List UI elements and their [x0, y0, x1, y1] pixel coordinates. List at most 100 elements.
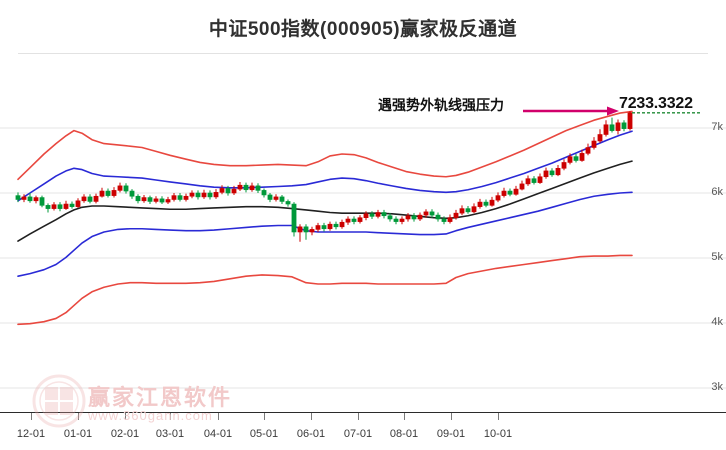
candle-body	[21, 196, 27, 200]
candle-body	[327, 223, 333, 230]
candle-body	[99, 190, 105, 197]
x-axis-tick	[451, 413, 452, 420]
candle-body	[213, 192, 219, 198]
x-axis-tick-label: 03-01	[155, 428, 185, 440]
x-axis-tick	[218, 413, 219, 420]
x-axis-tick	[264, 413, 265, 420]
candle-body	[51, 204, 57, 209]
y-axis-tick-label: 5k	[711, 251, 723, 263]
candle-body	[291, 203, 297, 233]
candle-body	[555, 168, 561, 176]
candle-body	[333, 223, 339, 228]
candle-body	[321, 225, 327, 230]
candle-body	[489, 199, 495, 206]
candle-body	[603, 124, 609, 135]
candle-body	[501, 190, 507, 196]
candle-body	[351, 218, 357, 222]
candle-body	[303, 226, 309, 233]
candle-body	[345, 218, 351, 223]
x-axis-tick	[125, 413, 126, 420]
x-axis-tick-label: 05-01	[249, 428, 279, 440]
y-axis-tick-label: 4k	[711, 316, 723, 328]
x-axis-line	[0, 412, 726, 413]
candle-body	[591, 140, 597, 148]
channel-line	[17, 110, 633, 181]
candle-body	[141, 197, 147, 202]
price-callout-label: 7233.3322	[619, 95, 693, 112]
candle-body	[165, 199, 171, 203]
candle-body	[27, 196, 33, 202]
title-divider	[18, 53, 708, 54]
candle-body	[225, 188, 231, 194]
candle-body	[123, 185, 129, 192]
candle-body	[309, 229, 315, 233]
candle-body	[357, 217, 363, 222]
candle-body	[273, 196, 279, 200]
candle-body	[477, 201, 483, 207]
candle-body	[15, 195, 21, 200]
channel-line	[17, 191, 633, 277]
candle-body	[45, 205, 51, 209]
candle-body	[483, 201, 489, 206]
candle-body	[81, 196, 87, 202]
candle-body	[609, 124, 615, 131]
candle-body	[255, 185, 261, 191]
x-axis-tick-label: 01-01	[63, 428, 93, 440]
x-axis-tick-label: 12-01	[16, 428, 46, 440]
candle-body	[243, 184, 249, 191]
candle-body	[405, 215, 411, 220]
candle-body	[183, 195, 189, 200]
channel-line	[17, 130, 633, 202]
candle-body	[435, 214, 441, 220]
candle-body	[507, 190, 513, 195]
x-axis-tick-label: 02-01	[110, 428, 140, 440]
watermark-seal-icon	[32, 374, 86, 428]
x-axis-tick-label: 08-01	[389, 428, 419, 440]
candle-body	[525, 178, 531, 185]
candle-body	[105, 190, 111, 196]
chart-plot-area	[0, 60, 726, 413]
candle-body	[297, 226, 303, 233]
candle-body	[111, 190, 117, 196]
x-axis-tick	[404, 413, 405, 420]
candle-body	[417, 214, 423, 220]
page-title: 中证500指数(000905)赢家极反通道	[208, 19, 518, 40]
x-axis-tick	[78, 413, 79, 420]
candle-body	[267, 194, 273, 200]
annotation-text: 遇强势外轨线强压力	[378, 97, 504, 113]
candle-body	[117, 185, 123, 191]
candle-body	[627, 112, 633, 129]
x-axis-tick-label: 10-01	[483, 428, 513, 440]
watermark-brand: 赢家江恩软件	[88, 385, 233, 410]
candle-body	[249, 185, 255, 191]
candle-body	[171, 195, 177, 200]
candle-body	[519, 183, 525, 190]
right-arrow-icon	[523, 103, 619, 116]
candle-body	[189, 192, 195, 197]
y-axis-tick-label: 3k	[711, 381, 723, 393]
x-axis-tick	[498, 413, 499, 420]
candle-body	[231, 188, 237, 194]
candle-body	[57, 204, 63, 209]
candle-body	[447, 217, 453, 222]
x-axis-tick-label: 09-01	[436, 428, 466, 440]
candle-body	[237, 184, 243, 190]
candle-body	[69, 203, 75, 207]
channel-line	[17, 160, 633, 242]
candle-body	[531, 178, 537, 183]
candle-body	[177, 195, 183, 200]
y-axis-tick-label: 6k	[711, 186, 723, 198]
channel-line	[17, 254, 633, 326]
candle-body	[135, 195, 141, 202]
candle-body	[465, 208, 471, 213]
candle-body	[261, 190, 267, 196]
watermark-url: www.360gann.com	[88, 408, 213, 423]
candlestick-chart-svg	[0, 110, 726, 389]
candle-body	[93, 195, 99, 202]
candle-body	[513, 188, 519, 195]
candle-body	[549, 170, 555, 176]
x-axis-tick	[170, 413, 171, 420]
x-axis-tick	[311, 413, 312, 420]
candle-body	[375, 212, 381, 217]
